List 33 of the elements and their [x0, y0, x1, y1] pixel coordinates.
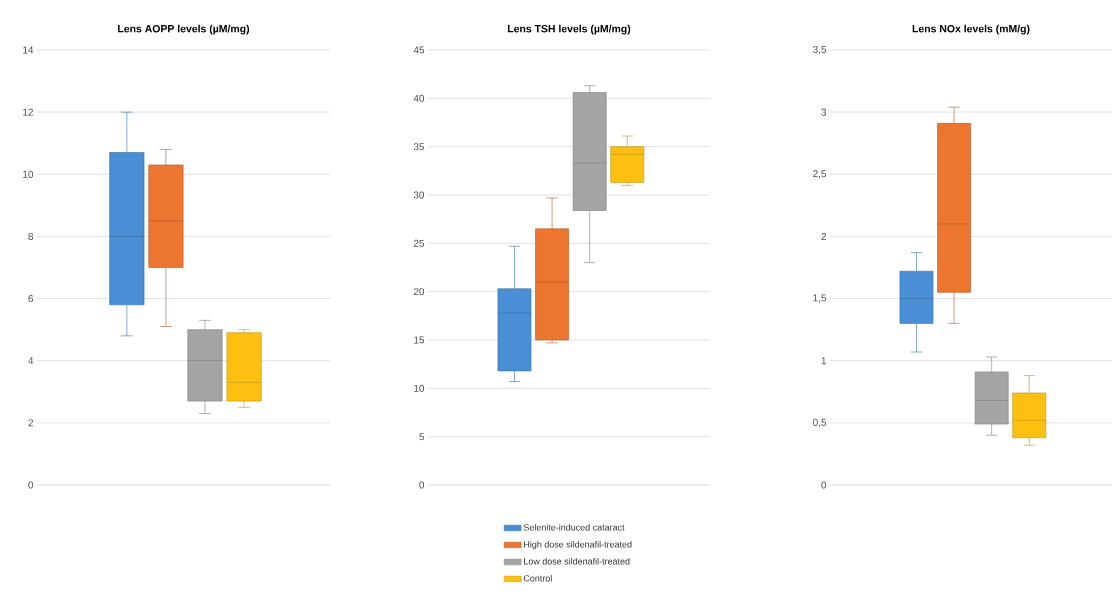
y-tick-label: 1,5	[813, 294, 827, 303]
chart-title: Lens NOx levels (mM/g)	[912, 24, 1030, 35]
y-tick-label: 3	[821, 108, 827, 116]
y-tick-label: 4	[28, 357, 34, 365]
y-tick-label: 0,5	[813, 418, 827, 427]
y-tick-label: 20	[413, 288, 425, 296]
y-tick-label: 14	[23, 46, 34, 54]
y-tick-label: 1	[821, 357, 827, 365]
y-tick-label: 40	[413, 94, 425, 102]
y-tick-label: 2	[28, 419, 33, 427]
y-tick-label: 30	[413, 191, 425, 199]
legend-label: Control	[523, 574, 552, 582]
y-tick-label: 3,5	[813, 45, 827, 55]
y-tick-label: 25	[413, 239, 425, 247]
legend-label: High dose sildenafil-treated	[524, 540, 632, 550]
y-tick-label: 5	[419, 433, 425, 441]
y-tick-label: 10	[414, 384, 425, 392]
y-tick-label: 8	[28, 232, 34, 240]
legend-label: Selenite-induced cataract	[523, 523, 625, 531]
y-tick-label: 45	[413, 46, 425, 54]
y-tick-label: 10	[23, 170, 34, 178]
legend-label: Low dose sildenafil-treated	[524, 557, 630, 565]
chart-title: Lens TSH levels (µM/mg)	[507, 24, 631, 35]
y-tick-label: 6	[28, 295, 34, 303]
y-tick-label: 0	[28, 481, 34, 489]
y-tick-label: 0	[419, 481, 425, 489]
y-tick-label: 2	[821, 232, 826, 240]
chart-title: Lens AOPP levels (µM/mg)	[118, 24, 250, 35]
y-tick-label: 15	[414, 336, 425, 344]
y-tick-label: 12	[23, 108, 33, 116]
y-tick-label: 2,5	[813, 170, 827, 179]
y-tick-label: 35	[413, 143, 425, 151]
y-tick-label: 0	[821, 481, 827, 489]
